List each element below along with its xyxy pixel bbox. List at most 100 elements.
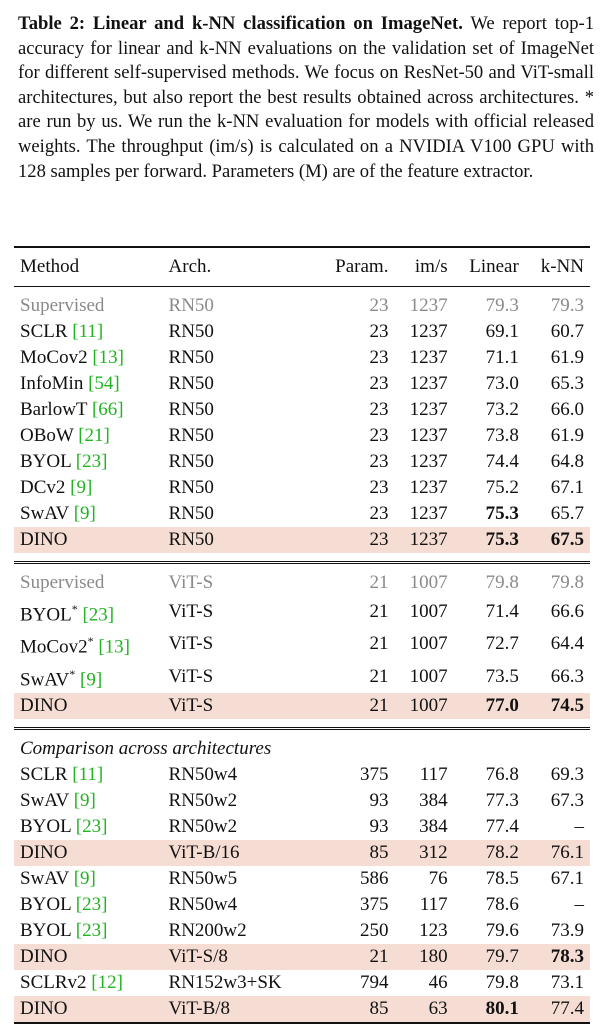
method-cell: SCLR [11] (14, 762, 169, 788)
knn-cell: 61.9 (550, 425, 584, 446)
table-row: SwAV [9] RN50w5 586 76 78.5 67.1 (14, 866, 590, 892)
param-cell: 21 (315, 692, 389, 719)
run-by-us-marker: * (69, 666, 76, 681)
method-cell: BarlowT [66] (14, 397, 169, 423)
throughput-cell: 117 (419, 893, 448, 915)
throughput-cell: 1007 (409, 633, 448, 655)
param-cell: 23 (369, 399, 389, 420)
table-row: OBoW [21] RN50 23 1237 73.8 61.9 (14, 423, 590, 449)
method-name: BYOL (20, 604, 72, 626)
method-name: BYOL (20, 451, 72, 472)
linear-cell: 71.1 (485, 347, 519, 368)
table-row: Supervised RN50 23 1237 79.3 79.3 (14, 293, 590, 319)
throughput-cell: 384 (419, 789, 448, 811)
linear-cell: 73.0 (485, 373, 519, 394)
results-table-container: Method Arch. Param. im/s Linear k-NN Sup… (14, 246, 590, 1024)
knn-cell: 73.1 (550, 971, 584, 993)
throughput-cell: 1237 (409, 295, 448, 316)
arch-cell: ViT-S (168, 665, 214, 687)
method-cell: SwAV [9] (14, 501, 169, 527)
table-row: SwAV [9] RN50w2 93 384 77.3 67.3 (14, 788, 590, 814)
arch-cell: ViT-S (168, 601, 214, 623)
method-name: DINO (20, 945, 68, 967)
arch-cell: RN50 (168, 425, 214, 446)
table-row: DINO ViT-B/16 85 312 78.2 76.1 (14, 839, 590, 866)
method-name: BYOL (20, 815, 72, 837)
throughput-cell: 384 (419, 815, 448, 837)
table-row: SwAV* [9] ViT-S 21 1007 73.5 66.3 (14, 661, 590, 693)
method-name: DCv2 (20, 477, 66, 498)
method-cell: MoCov2* [13] (14, 628, 169, 660)
param-cell: 85 (315, 995, 389, 1024)
arch-cell: RN50w4 (168, 893, 238, 915)
linear-cell: 79.7 (447, 943, 519, 970)
header-method: Method (14, 247, 169, 287)
header-arch: Arch. (168, 247, 316, 287)
throughput-cell: 1237 (409, 425, 448, 446)
throughput-cell: 1007 (409, 601, 448, 623)
throughput-cell: 1007 (388, 692, 448, 719)
param-cell: 23 (369, 321, 389, 342)
method-name: MoCov2 (20, 636, 88, 658)
arch-cell: ViT-S/8 (168, 943, 316, 970)
method-cell: DINO (14, 527, 169, 553)
param-cell: 93 (369, 789, 389, 811)
method-cell: BYOL* [23] (14, 596, 169, 628)
param-cell: 23 (369, 347, 389, 368)
knn-cell: 78.3 (518, 943, 590, 970)
method-name: OBoW (20, 425, 74, 446)
param-cell: 375 (359, 893, 389, 915)
header-knn: k-NN (518, 247, 590, 287)
table-row: SwAV [9] RN50 23 1237 75.3 65.7 (14, 501, 590, 527)
param-cell: 23 (369, 451, 389, 472)
knn-cell: 65.7 (550, 503, 584, 524)
method-name: SCLRv2 (20, 971, 87, 993)
arch-cell: RN50 (168, 527, 316, 553)
method-name: SwAV (20, 789, 69, 811)
method-cell: OBoW [21] (14, 423, 169, 449)
table-row: DINO ViT-S/8 21 180 79.7 78.3 (14, 943, 590, 970)
citation-link: [9] (73, 867, 96, 889)
knn-cell: 60.7 (550, 321, 584, 342)
param-cell: 586 (359, 867, 389, 889)
method-cell: InfoMin [54] (14, 371, 169, 397)
knn-cell: 67.5 (518, 527, 590, 553)
table-row: DINO ViT-S 21 1007 77.0 74.5 (14, 692, 590, 719)
table-caption: Table 2: Linear and k-NN classification … (18, 12, 594, 184)
table-row: DINO RN50 23 1237 75.3 67.5 (14, 527, 590, 553)
throughput-cell: 1237 (409, 347, 448, 368)
method-cell: BYOL [23] (14, 449, 169, 475)
linear-cell: 73.5 (485, 665, 519, 687)
arch-cell: ViT-S (168, 572, 214, 593)
method-name: Supervised (20, 572, 105, 593)
header-ims: im/s (388, 247, 448, 287)
table-row: SCLRv2 [12] RN152w3+SK 794 46 79.8 73.1 (14, 970, 590, 996)
param-cell: 93 (369, 815, 389, 837)
table-row: InfoMin [54] RN50 23 1237 73.0 65.3 (14, 371, 590, 397)
method-cell: SwAV [9] (14, 866, 169, 892)
table-row: SCLR [11] RN50w4 375 117 76.8 69.3 (14, 762, 590, 788)
knn-cell: 67.3 (550, 789, 584, 811)
param-cell: 21 (369, 633, 389, 655)
run-by-us-marker: * (71, 602, 78, 616)
method-cell: DINO (14, 995, 169, 1024)
arch-cell: RN50w2 (168, 815, 238, 837)
param-cell: 23 (369, 373, 389, 394)
linear-cell: 71.4 (485, 601, 519, 623)
citation-link: [9] (73, 789, 96, 811)
method-name: SwAV (20, 867, 69, 889)
method-cell: DINO (14, 943, 169, 970)
table-row: MoCov2 [13] RN50 23 1237 71.1 61.9 (14, 345, 590, 371)
citation-link: [23] (75, 815, 108, 837)
knn-cell: 69.3 (550, 763, 584, 785)
citation-link: [23] (75, 919, 108, 941)
arch-cell: RN50 (168, 295, 214, 316)
arch-cell: ViT-B/16 (168, 839, 316, 866)
throughput-cell: 1237 (409, 477, 448, 498)
throughput-cell: 1237 (388, 527, 448, 553)
knn-cell: 64.4 (550, 633, 584, 655)
header-linear: Linear (447, 247, 519, 287)
method-cell: SwAV* [9] (14, 661, 169, 693)
linear-cell: 76.8 (485, 763, 519, 785)
arch-cell: RN50w4 (168, 763, 238, 785)
